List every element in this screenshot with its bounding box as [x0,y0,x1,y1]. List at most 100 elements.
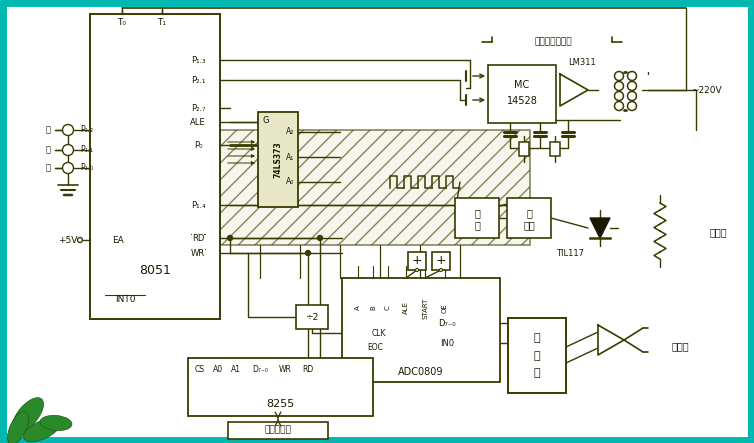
Ellipse shape [8,412,29,443]
Circle shape [615,71,624,81]
Bar [455,198,499,238]
Text: WR: WR [278,365,292,374]
Text: CLK: CLK [372,329,387,338]
Text: 熱電偶: 熱電偶 [671,341,689,351]
Text: 器: 器 [534,368,541,378]
Bar [550,142,560,156]
Text: 74LS373: 74LS373 [274,141,283,178]
Text: G: G [262,116,269,124]
Text: D₇₋₀: D₇₋₀ [252,365,268,374]
Text: ALE: ALE [403,302,409,315]
Text: T₀: T₀ [118,18,127,27]
Text: RD: RD [302,365,314,374]
Bar [90,14,220,319]
Bar [342,278,500,382]
Circle shape [63,163,73,174]
Bar [508,318,566,393]
Text: A₂: A₂ [286,128,294,136]
Polygon shape [598,325,624,355]
Circle shape [440,268,443,272]
Text: P₁.₁: P₁.₁ [80,145,93,155]
Bar [258,112,298,207]
Text: 光: 光 [474,208,480,218]
Text: START: START [422,297,428,319]
Text: A₁: A₁ [286,152,294,162]
Circle shape [305,250,311,256]
Bar [188,358,373,416]
Text: EA: EA [112,236,124,245]
Text: 綠: 綠 [45,125,51,135]
Text: 紅: 紅 [45,163,51,172]
Text: P₀: P₀ [194,140,202,149]
Bar [488,65,556,123]
Text: A1: A1 [231,365,241,374]
Ellipse shape [13,398,44,432]
Text: RD: RD [192,233,204,242]
Bar [220,130,530,245]
Bar [507,198,551,238]
Text: A: A [355,306,361,311]
Bar [228,422,328,439]
Polygon shape [560,74,588,106]
Text: 過零信號發生器: 過零信號發生器 [534,38,572,47]
Text: 8255: 8255 [266,399,294,409]
Circle shape [627,101,636,110]
Text: 14528: 14528 [507,96,538,106]
Bar [408,252,426,270]
Circle shape [615,101,624,110]
Text: 加熱絲: 加熱絲 [710,227,728,237]
Text: P₁.₂: P₁.₂ [80,125,93,135]
Circle shape [63,144,73,155]
Text: B: B [370,306,376,311]
Text: 耦: 耦 [474,220,480,230]
Text: 送: 送 [534,351,541,361]
Text: P₂.₁: P₂.₁ [191,75,205,85]
Text: C: C [385,306,391,311]
Text: +: + [436,254,446,268]
Text: EOC: EOC [367,343,383,353]
Text: OE: OE [442,303,448,313]
Text: ADC0809: ADC0809 [398,367,444,377]
Circle shape [78,237,82,242]
Bar [296,305,328,329]
Text: T₁: T₁ [158,18,167,27]
Text: 變: 變 [534,333,541,343]
Text: TIL117: TIL117 [556,249,584,257]
Text: +5V: +5V [58,236,78,245]
Text: P₁.₀: P₁.₀ [80,163,93,172]
Text: 紅: 紅 [45,145,51,155]
Text: WR: WR [191,249,205,257]
Ellipse shape [23,418,60,442]
Text: ÷2: ÷2 [305,312,319,322]
Text: P₁.₃: P₁.₃ [191,55,205,65]
Text: P₁.₄: P₁.₄ [191,201,205,210]
Circle shape [228,236,232,241]
Text: MC: MC [514,80,529,90]
Text: INT0: INT0 [115,295,135,304]
Text: ALE: ALE [190,117,206,127]
Text: ~220V: ~220V [691,85,722,94]
Circle shape [627,71,636,81]
Polygon shape [590,218,610,238]
Circle shape [615,92,624,101]
Text: CS: CS [195,365,205,374]
Text: A0: A0 [213,365,223,374]
Text: 驅: 驅 [526,208,532,218]
Circle shape [627,92,636,101]
Text: IN0: IN0 [440,338,454,347]
Text: A₀: A₀ [286,178,294,187]
Text: P₂.₇: P₂.₇ [191,104,205,113]
Text: 8051: 8051 [139,264,171,276]
Text: 動器: 動器 [523,220,535,230]
Text: D₇₋₀: D₇₋₀ [438,319,456,327]
Text: 鍵盤與顯示: 鍵盤與顯示 [265,425,292,435]
Circle shape [63,124,73,136]
Bar [432,252,450,270]
Circle shape [615,82,624,90]
Ellipse shape [40,416,72,431]
Text: +: + [412,254,422,268]
Circle shape [627,82,636,90]
Bar [519,142,529,156]
Circle shape [415,268,418,272]
Circle shape [317,236,323,241]
